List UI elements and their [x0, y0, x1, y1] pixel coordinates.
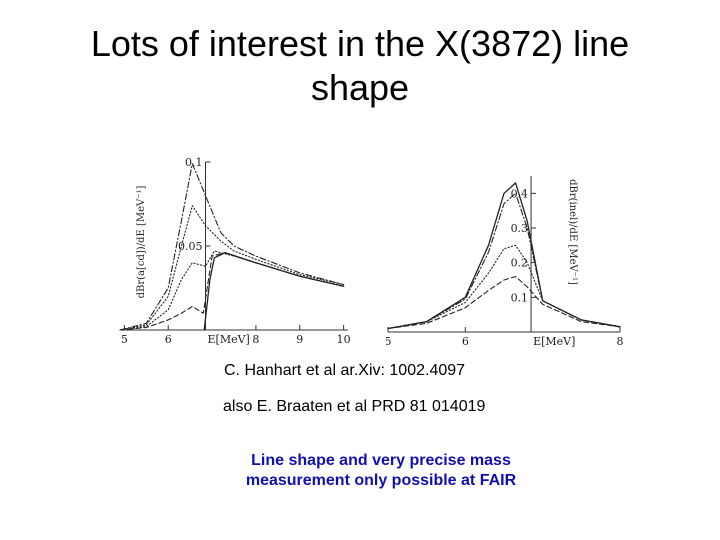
x-tick-label: 6 [462, 335, 469, 348]
series-line-1 [387, 192, 621, 330]
fair-note-line-2: measurement only possible at FAIR [245, 472, 517, 489]
line-shape-plot-right: 5 6 80.40.30.20.1E[MeV]dBr(inel)/dE [MeV⁻¹… [386, 176, 624, 348]
series-line-2 [119, 250, 345, 331]
x-tick-label: 6 [165, 333, 172, 346]
x-tick-label: 5 [386, 335, 392, 348]
x-axis-label: E[MeV] [208, 333, 250, 346]
y-tick-label: 0.3 [511, 222, 529, 235]
citation-braaten: also E. Braaten et al PRD 81 014019 [223, 398, 486, 415]
slide-title: Lots of interest in the X(3872) line sha… [40, 22, 680, 110]
series-line-1 [119, 205, 345, 331]
series-line-2 [387, 244, 621, 330]
series-line-3 [119, 252, 345, 331]
y-tick-label: 0.1 [511, 291, 529, 304]
citation-hanhart: C. Hanhart et al ar.Xiv: 1002.4097 [224, 362, 466, 379]
line-shape-plot-left: 5 6 8 9 10 0.1 0.05 E[MeV] dBr(a[cd])/dE [MeV⁻¹] [119, 156, 351, 346]
series-line-3 [387, 275, 621, 330]
series-line-4 [203, 252, 345, 331]
slide-title-line-1: Lots of interest in the X(3872) line [90, 23, 630, 64]
x-tick-label: 8 [252, 333, 259, 346]
series-line-0 [119, 163, 345, 331]
x-tick-label: 8 [617, 335, 624, 348]
fair-note-line-1: Line shape and very precise mass [251, 452, 511, 469]
y-tick-label: 0.2 [511, 257, 529, 270]
x-axis-label: E[MeV] [533, 335, 575, 348]
slide-title-line-2: shape [310, 67, 410, 108]
x-tick-label: 10 [337, 333, 351, 346]
y-axis-label: dBr(inel)/dE [MeV⁻¹] [567, 179, 578, 285]
y-tick-label: 0.1 [185, 156, 203, 169]
x-tick-label: 5 [121, 333, 128, 346]
x-tick-label: 9 [296, 333, 303, 346]
y-axis-label: dBr(a[cd])/dE [MeV⁻¹] [136, 185, 147, 298]
fair-note: Line shape and very precise mass measure… [200, 451, 562, 491]
y-tick-label: 0.05 [178, 240, 203, 253]
